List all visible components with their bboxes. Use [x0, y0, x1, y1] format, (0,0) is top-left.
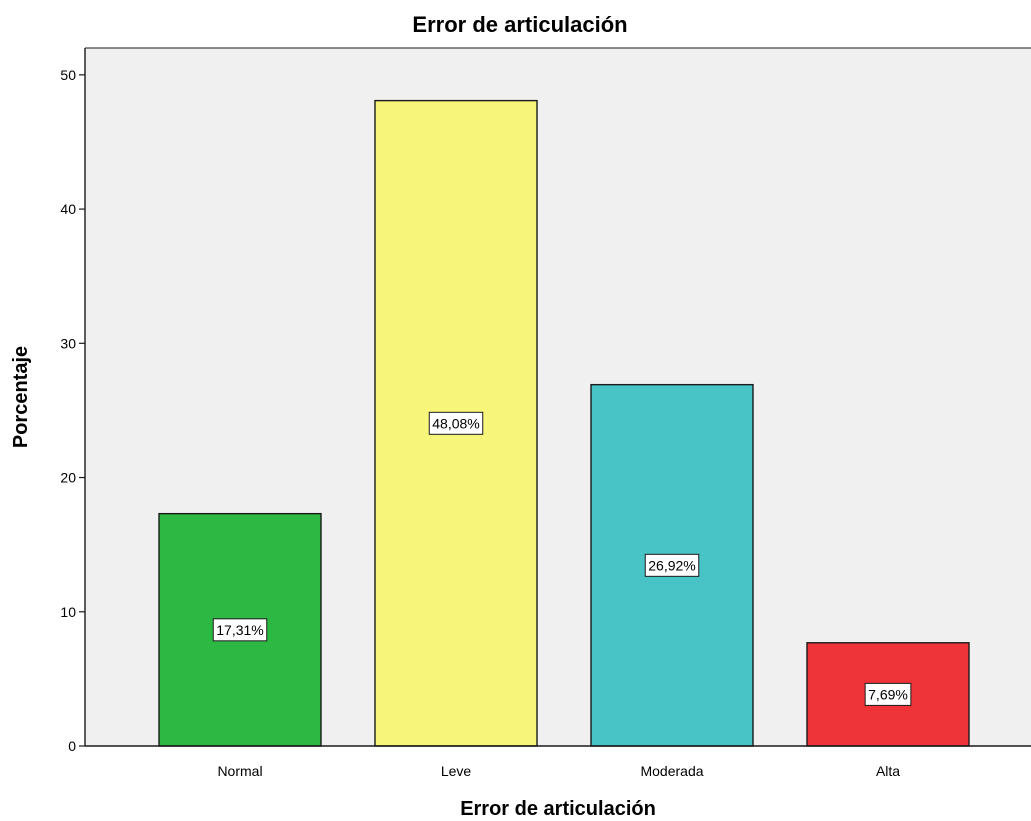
axes-layer: Normal Leve Moderada Alta 0 10 20 30 40 50 [60, 47, 1031, 779]
x-tick-label-moderada: Moderada [640, 763, 703, 779]
y-tick-label-0: 0 [68, 738, 76, 754]
y-tick-label-30: 30 [60, 335, 76, 351]
data-label-box-leve [428, 411, 484, 435]
y-tick-label-40: 40 [60, 201, 76, 217]
x-tick-label-normal: Normal [217, 763, 262, 779]
x-tick-label-leve: Leve [441, 763, 472, 779]
data-labels-layer: 17,31% 48,08% 26,92% 7,69% [212, 411, 912, 706]
y-axis-label: Porcentaje [10, 346, 32, 448]
data-label-alta: 7,69% [868, 686, 908, 702]
x-axis-label: Error de articulación [460, 798, 656, 820]
data-label-box-moderada [644, 553, 700, 577]
y-tick-label-10: 10 [60, 604, 76, 620]
y-tick-label-50: 50 [60, 67, 76, 83]
data-label-leve: 48,08% [432, 415, 479, 431]
chart-title: Error de articulación [412, 12, 627, 37]
data-label-moderada: 26,92% [648, 557, 695, 573]
data-label-box-alta [864, 682, 912, 706]
data-label-normal: 17,31% [216, 622, 263, 638]
x-tick-label-alta: Alta [876, 763, 900, 779]
data-label-box-normal [212, 618, 268, 642]
y-tick-label-20: 20 [60, 470, 76, 486]
